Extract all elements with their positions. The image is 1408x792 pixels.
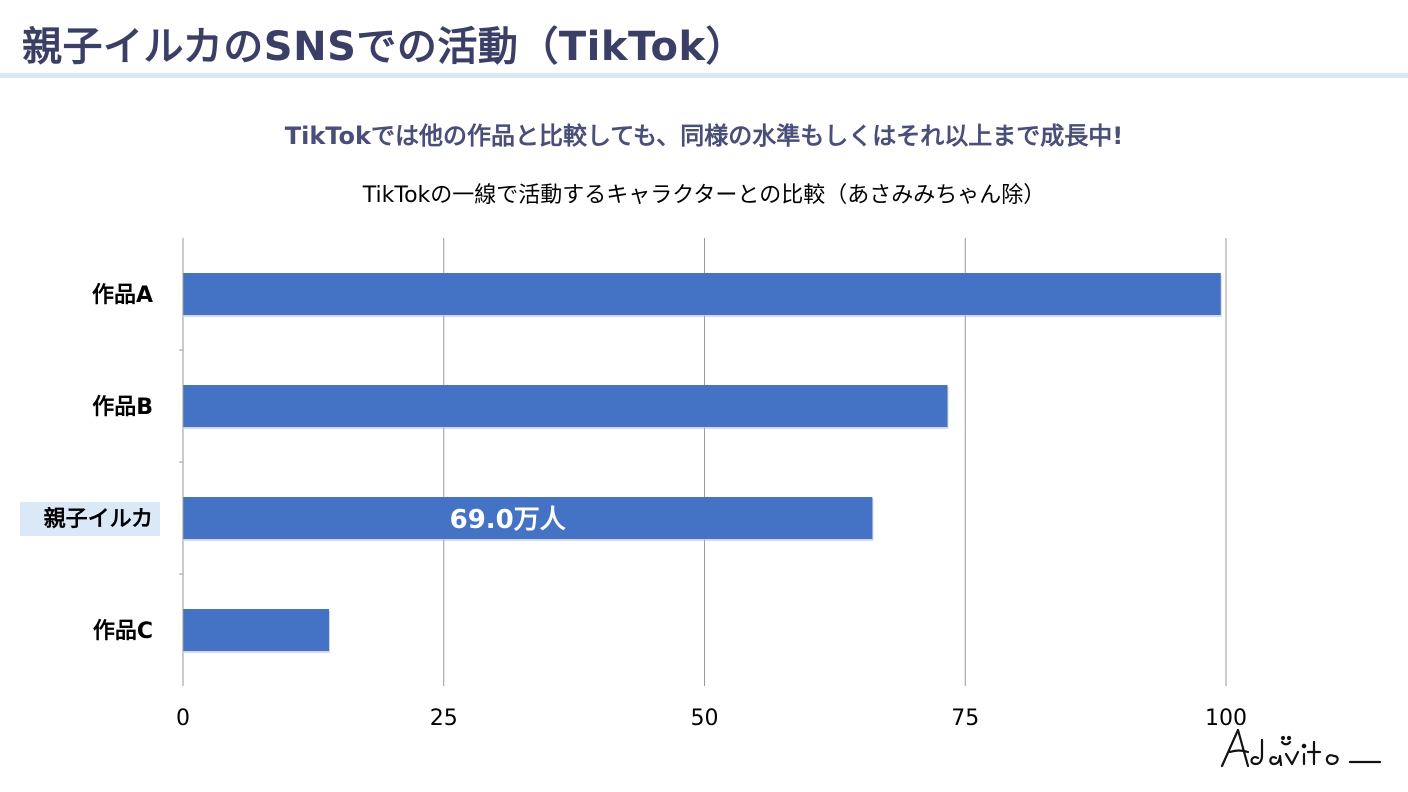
x-tick-label: 75 bbox=[951, 706, 979, 731]
x-tick-label: 100 bbox=[1205, 706, 1247, 731]
x-tick-label: 25 bbox=[430, 706, 458, 731]
bar bbox=[183, 609, 330, 651]
bar bbox=[183, 497, 873, 539]
category-highlight bbox=[20, 502, 160, 536]
bar bbox=[183, 385, 948, 427]
category-label: 作品B bbox=[92, 395, 153, 420]
bar-data-label: 69.0万人 bbox=[450, 505, 566, 535]
category-label: 作品A bbox=[92, 283, 153, 308]
slide-subtitle: TikTokでは他の作品と比較しても、同様の水準もしくはそれ以上まで成長中! bbox=[284, 122, 1124, 150]
category-label: 作品C bbox=[93, 619, 153, 644]
x-tick-label: 50 bbox=[691, 706, 719, 731]
title-underline bbox=[0, 73, 1408, 78]
bar bbox=[183, 273, 1221, 315]
chart-title: TikTokの一線で活動するキャラクターとの比較（あさみみちゃん除） bbox=[362, 183, 1046, 208]
adavito-logo bbox=[1220, 728, 1382, 768]
category-label: 親子イルカ bbox=[44, 507, 153, 532]
x-tick-label: 0 bbox=[176, 706, 190, 731]
slide-title: 親子イルカのSNSでの活動（TikTok） bbox=[22, 24, 747, 70]
